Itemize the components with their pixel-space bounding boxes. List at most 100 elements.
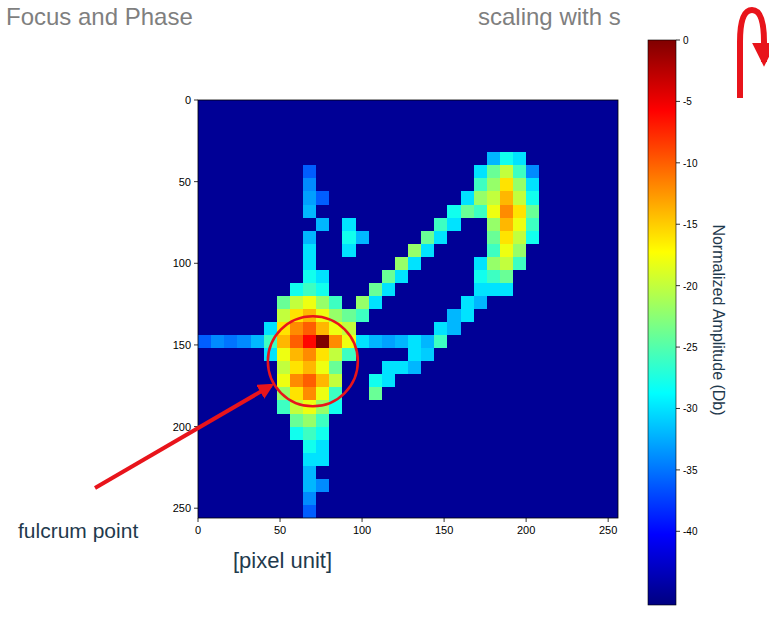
heatmap-cell <box>356 453 370 466</box>
heatmap-cell <box>500 178 514 191</box>
heatmap-cell <box>487 387 501 400</box>
heatmap-cell <box>198 165 212 178</box>
heatmap-cell <box>356 152 370 165</box>
heatmap-cell <box>264 440 278 453</box>
heatmap-cell <box>251 165 265 178</box>
heatmap-cell <box>500 479 514 492</box>
heatmap-cell <box>552 178 566 191</box>
heatmap-cell <box>224 152 238 165</box>
heatmap-cell <box>342 440 356 453</box>
heatmap-cell <box>290 466 304 479</box>
heatmap-cell <box>579 492 593 505</box>
heatmap-cell <box>539 231 553 244</box>
heatmap-cell <box>592 296 606 309</box>
heatmap-cell <box>474 505 488 518</box>
heatmap-cell <box>224 257 238 270</box>
heatmap-cell <box>251 348 265 361</box>
heatmap-cell <box>434 479 448 492</box>
heatmap-cell <box>605 466 618 479</box>
heatmap-cell <box>513 296 527 309</box>
heatmap-cell <box>566 191 580 204</box>
heatmap-cell <box>264 218 278 231</box>
heatmap-cell <box>579 427 593 440</box>
heatmap-cell <box>592 427 606 440</box>
heatmap-cell <box>408 191 422 204</box>
heatmap-cell <box>474 231 488 244</box>
y-tick-label: 0 <box>185 94 191 106</box>
heatmap-cell <box>579 205 593 218</box>
heatmap-cell <box>237 453 251 466</box>
slide: Focus and Phasescaling with s05010015020… <box>0 0 769 618</box>
heatmap-cell <box>356 113 370 126</box>
heatmap-cell <box>356 414 370 427</box>
heatmap-cell <box>592 479 606 492</box>
heatmap-cell <box>500 165 514 178</box>
heatmap-cell <box>211 231 225 244</box>
heatmap-cell <box>421 218 435 231</box>
heatmap-cell <box>290 283 304 296</box>
heatmap-cell <box>316 361 330 374</box>
y-tick-label: 50 <box>179 176 191 188</box>
heatmap-cell <box>605 296 618 309</box>
heatmap-cell <box>566 322 580 335</box>
heatmap-cell <box>198 296 212 309</box>
heatmap-cell <box>277 283 291 296</box>
heatmap-cell <box>447 479 461 492</box>
heatmap-cell <box>224 479 238 492</box>
heatmap-cell <box>592 283 606 296</box>
heatmap-cell <box>211 505 225 518</box>
heatmap-cell <box>513 191 527 204</box>
heatmap-cell <box>500 335 514 348</box>
heatmap-cell <box>447 492 461 505</box>
heatmap-cell <box>513 152 527 165</box>
heatmap-cell <box>290 191 304 204</box>
heatmap-cell <box>552 492 566 505</box>
heatmap-cell <box>303 361 317 374</box>
heatmap-cell <box>395 492 409 505</box>
heatmap-cell <box>579 178 593 191</box>
heatmap-cell <box>264 139 278 152</box>
heatmap-cell <box>566 244 580 257</box>
colorbar-tick <box>676 285 680 286</box>
heatmap-cell <box>552 244 566 257</box>
heatmap-cell <box>251 191 265 204</box>
heatmap-cell <box>382 100 396 113</box>
heatmap-cell <box>566 283 580 296</box>
heatmap-cell <box>316 479 330 492</box>
heatmap-cell <box>303 178 317 191</box>
heatmap-cell <box>237 374 251 387</box>
heatmap-cell <box>303 257 317 270</box>
heatmap-cell <box>552 440 566 453</box>
heatmap-cell <box>277 139 291 152</box>
heatmap-cell <box>382 139 396 152</box>
heatmap-cell <box>290 348 304 361</box>
x-tick-label: 50 <box>274 524 286 536</box>
heatmap-cell <box>605 492 618 505</box>
heatmap-cell <box>500 348 514 361</box>
heatmap-cell <box>592 231 606 244</box>
heatmap-cell <box>211 374 225 387</box>
heatmap-cell <box>408 466 422 479</box>
fulcrum-circle <box>268 316 358 406</box>
heatmap-cell <box>408 440 422 453</box>
heatmap-cell <box>513 374 527 387</box>
heatmap-cell <box>539 191 553 204</box>
heatmap-cell <box>487 466 501 479</box>
heatmap-cell <box>605 126 618 139</box>
heatmap-cell <box>474 479 488 492</box>
heatmap-cell <box>566 165 580 178</box>
heatmap-cell <box>513 205 527 218</box>
heatmap-cell <box>539 218 553 231</box>
heatmap-cell <box>329 505 343 518</box>
heatmap-cell <box>277 492 291 505</box>
y-tick-label: 250 <box>173 502 191 514</box>
heatmap-cell <box>579 440 593 453</box>
heatmap-cell <box>211 453 225 466</box>
heatmap-cell <box>539 361 553 374</box>
heatmap-cell <box>237 440 251 453</box>
heatmap-cell <box>513 400 527 413</box>
heatmap-cell <box>566 205 580 218</box>
heatmap-cell <box>369 453 383 466</box>
heatmap-cell <box>513 178 527 191</box>
heatmap-cell <box>277 178 291 191</box>
